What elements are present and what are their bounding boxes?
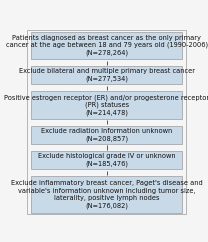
FancyBboxPatch shape [31, 176, 182, 212]
Text: Patients diagnosed as breast cancer as the only primary
cancer at the age betwee: Patients diagnosed as breast cancer as t… [6, 35, 208, 56]
FancyBboxPatch shape [27, 30, 186, 214]
FancyBboxPatch shape [31, 66, 182, 84]
Text: Exclude inflammatory breast cancer, Paget's disease and
variable's information u: Exclude inflammatory breast cancer, Page… [11, 180, 202, 209]
FancyBboxPatch shape [31, 126, 182, 144]
Text: Exclude bilateral and multiple primary breast cancer
(N=277,534): Exclude bilateral and multiple primary b… [19, 68, 195, 82]
FancyBboxPatch shape [31, 151, 182, 169]
Text: Exclude histological grade IV or unknown
(N=185,476): Exclude histological grade IV or unknown… [38, 153, 175, 167]
Text: Exclude radiation information unknown
(N=208,857): Exclude radiation information unknown (N… [41, 128, 172, 142]
FancyBboxPatch shape [31, 32, 182, 59]
Text: Positive estrogen receptor (ER) and/or progesterone receptor
(PR) statuses
(N=21: Positive estrogen receptor (ER) and/or p… [4, 94, 208, 116]
FancyBboxPatch shape [31, 91, 182, 119]
